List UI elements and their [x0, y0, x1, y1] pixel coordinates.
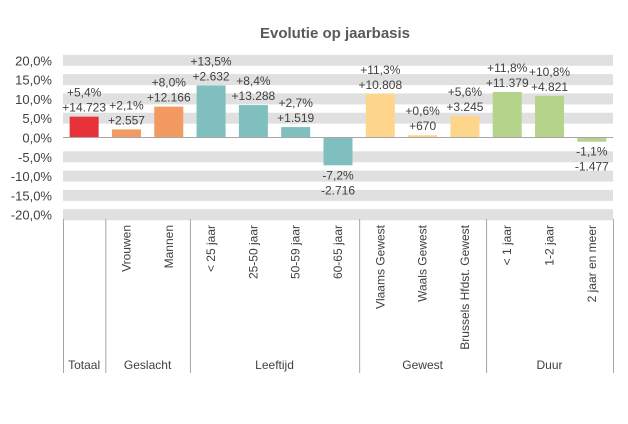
data-label-pct: +5,6% — [448, 85, 483, 99]
category-label: 25-50 jaar — [246, 225, 260, 279]
y-tick-label: 15,0% — [15, 73, 52, 88]
data-label-abs: +13.288 — [232, 89, 276, 103]
grid-band — [63, 54, 613, 66]
data-label-pct: +8,0% — [152, 76, 187, 90]
y-tick-label: 0,0% — [22, 131, 52, 146]
group-label: Gewest — [402, 358, 443, 372]
category-label: Mannen — [162, 225, 176, 268]
category-label: < 25 jaar — [204, 225, 218, 272]
bar — [196, 85, 226, 138]
y-tick-label: -5,0% — [18, 150, 52, 165]
category-label: Brussels Hfdst. Gewest — [458, 224, 472, 349]
bar — [69, 116, 99, 138]
data-label-abs: +11.379 — [486, 76, 529, 90]
grid-band — [63, 209, 613, 221]
y-tick-label: -15,0% — [11, 188, 53, 203]
data-label-pct: -1,1% — [576, 145, 608, 159]
data-label-abs: +2.632 — [193, 69, 230, 83]
data-label-abs: +14.723 — [62, 101, 106, 115]
category-labels: Vrouwen Mannen < 25 jaar 25-50 jaar 50-59 ja… — [119, 224, 598, 349]
bar — [408, 135, 438, 138]
grid-band — [63, 74, 613, 86]
group-labels: Totaal Geslacht Leeftijd Gewest Duur — [63, 219, 614, 373]
category-label: Vlaams Gewest — [373, 224, 387, 309]
data-label-pct: +2,1% — [109, 98, 144, 112]
category-label: 1-2 jaar — [543, 225, 557, 266]
data-label-abs: +1.519 — [277, 111, 314, 125]
data-label-abs: +670 — [409, 119, 436, 133]
grid-band — [63, 189, 613, 201]
y-tick-label: 10,0% — [15, 92, 52, 107]
bar — [535, 95, 565, 138]
category-label: 2 jaar en meer — [585, 225, 599, 302]
bar — [577, 137, 607, 142]
category-label: < 1 jaar — [500, 225, 514, 265]
data-label-abs: +3.245 — [446, 100, 483, 114]
bar — [281, 127, 311, 138]
bar — [238, 105, 268, 138]
data-label-abs: +4.821 — [531, 80, 568, 94]
chart-title: Evolutie op jaarbasis — [260, 25, 410, 42]
y-tick-label: 20,0% — [15, 53, 52, 68]
bar — [154, 106, 184, 138]
group-label: Leeftijd — [255, 358, 294, 372]
data-label-pct: +0,6% — [405, 104, 440, 118]
category-label: Waals Gewest — [416, 224, 430, 302]
y-tick-label: -10,0% — [11, 169, 53, 184]
data-labels: +5,4%+14.723 +2,1%+2.557 +8,0%+12.166 +13,5… — [62, 54, 609, 197]
data-label-pct: +8,4% — [236, 74, 271, 88]
data-label-abs: +12.166 — [147, 91, 191, 105]
y-tick-label: -20,0% — [11, 208, 53, 223]
category-label: 50-59 jaar — [289, 225, 303, 279]
bar — [365, 93, 395, 138]
y-axis-ticks: 20,0% 15,0% 10,0% 5,0% 0,0% -5,0% -10,0% -15,0%… — [11, 53, 53, 222]
grid-band — [63, 93, 613, 105]
data-label-pct: +10,8% — [529, 65, 570, 79]
category-label: 60-65 jaar — [331, 225, 345, 279]
data-label-pct: +13,5% — [191, 54, 232, 68]
y-tick-label: 5,0% — [22, 111, 52, 126]
data-label-pct: +11,8% — [487, 61, 527, 75]
category-label: Vrouwen — [119, 225, 133, 272]
bar — [111, 129, 141, 138]
data-label-abs: -2.716 — [321, 183, 355, 197]
data-label-pct: -7,2% — [322, 168, 354, 182]
bar — [450, 115, 480, 138]
group-label: Geslacht — [124, 358, 172, 372]
grid-band — [63, 170, 613, 182]
grid-band — [63, 112, 613, 124]
group-label: Duur — [537, 358, 563, 372]
data-label-abs: +10.808 — [358, 78, 402, 92]
bars — [69, 85, 607, 166]
data-label-pct: +5,4% — [67, 86, 102, 100]
bar — [492, 91, 522, 138]
bar — [323, 137, 353, 166]
data-label-pct: +2,7% — [279, 96, 314, 110]
data-label-abs: +2.557 — [108, 113, 145, 127]
group-label: Totaal — [68, 358, 100, 372]
data-label-pct: +11,3% — [360, 63, 400, 77]
data-label-abs: -1.477 — [575, 160, 609, 174]
